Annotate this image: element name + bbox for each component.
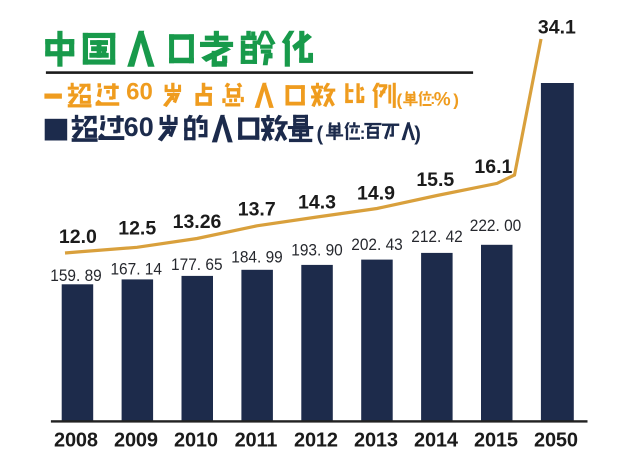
svg-text:13.7: 13.7 [238, 198, 276, 220]
svg-text:177. 65: 177. 65 [171, 256, 223, 274]
svg-text:60: 60 [126, 79, 153, 106]
svg-text:15.5: 15.5 [416, 169, 454, 191]
svg-text:(: ( [317, 124, 324, 146]
svg-text:13.26: 13.26 [173, 211, 222, 233]
svg-text:): ) [453, 91, 459, 110]
svg-text:202. 43: 202. 43 [351, 236, 403, 254]
svg-text:167. 14: 167. 14 [110, 260, 162, 278]
svg-text:%: % [434, 90, 451, 111]
svg-text:2012: 2012 [294, 429, 338, 451]
svg-text:2050: 2050 [534, 429, 578, 451]
svg-text:): ) [414, 124, 421, 146]
svg-text:2011: 2011 [235, 429, 278, 451]
svg-text::: : [360, 124, 366, 143]
svg-text::: : [430, 91, 435, 108]
svg-text:2013: 2013 [354, 429, 398, 451]
svg-text:159. 89: 159. 89 [50, 267, 102, 285]
svg-text:60: 60 [124, 112, 154, 142]
svg-text:2015: 2015 [474, 429, 518, 451]
svg-text:14.3: 14.3 [298, 192, 336, 214]
svg-text:12.0: 12.0 [59, 226, 97, 248]
svg-text:16.1: 16.1 [474, 156, 512, 178]
svg-text:2008: 2008 [54, 429, 98, 451]
svg-text:193. 90: 193. 90 [291, 242, 343, 260]
svg-text:(: ( [397, 91, 403, 110]
svg-text:2010: 2010 [174, 429, 218, 451]
svg-text:184. 99: 184. 99 [231, 248, 283, 266]
svg-text:2014: 2014 [414, 429, 459, 451]
svg-text:212. 42: 212. 42 [411, 228, 463, 246]
svg-text:34.1: 34.1 [538, 17, 576, 39]
svg-text:2009: 2009 [114, 429, 158, 451]
svg-text:12.5: 12.5 [118, 217, 156, 239]
svg-text:222. 00: 222. 00 [470, 217, 522, 235]
svg-text:14.9: 14.9 [357, 182, 395, 204]
